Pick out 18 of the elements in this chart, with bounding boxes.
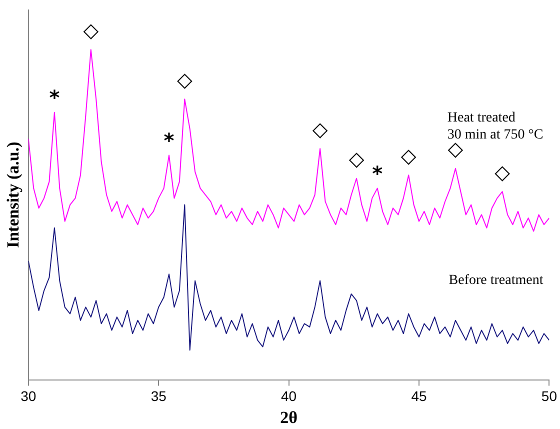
x-tick-label: 35	[150, 388, 167, 404]
x-tick-label: 40	[281, 388, 297, 404]
annotation: ◇	[400, 143, 417, 168]
annotation: ◇	[348, 146, 365, 171]
annotation: ◇	[312, 116, 328, 141]
annotation: ◇	[176, 67, 193, 92]
x-tick-label: 50	[541, 388, 558, 404]
x-tick-label: 45	[411, 388, 428, 404]
annotation: ◇	[83, 18, 100, 42]
annotation: *	[372, 162, 384, 186]
x-axis-title: 2θ	[280, 408, 298, 428]
annotation: ◇	[494, 160, 511, 184]
y-axis-title: Intensity (a.u.)	[4, 142, 23, 248]
x-tick-label: 30	[20, 388, 36, 404]
series-label: Heat treated 30 min at 750 °C	[447, 110, 544, 142]
text: Before treatment	[448, 272, 544, 288]
annotation: *	[49, 86, 60, 110]
annotation: *	[164, 128, 175, 152]
